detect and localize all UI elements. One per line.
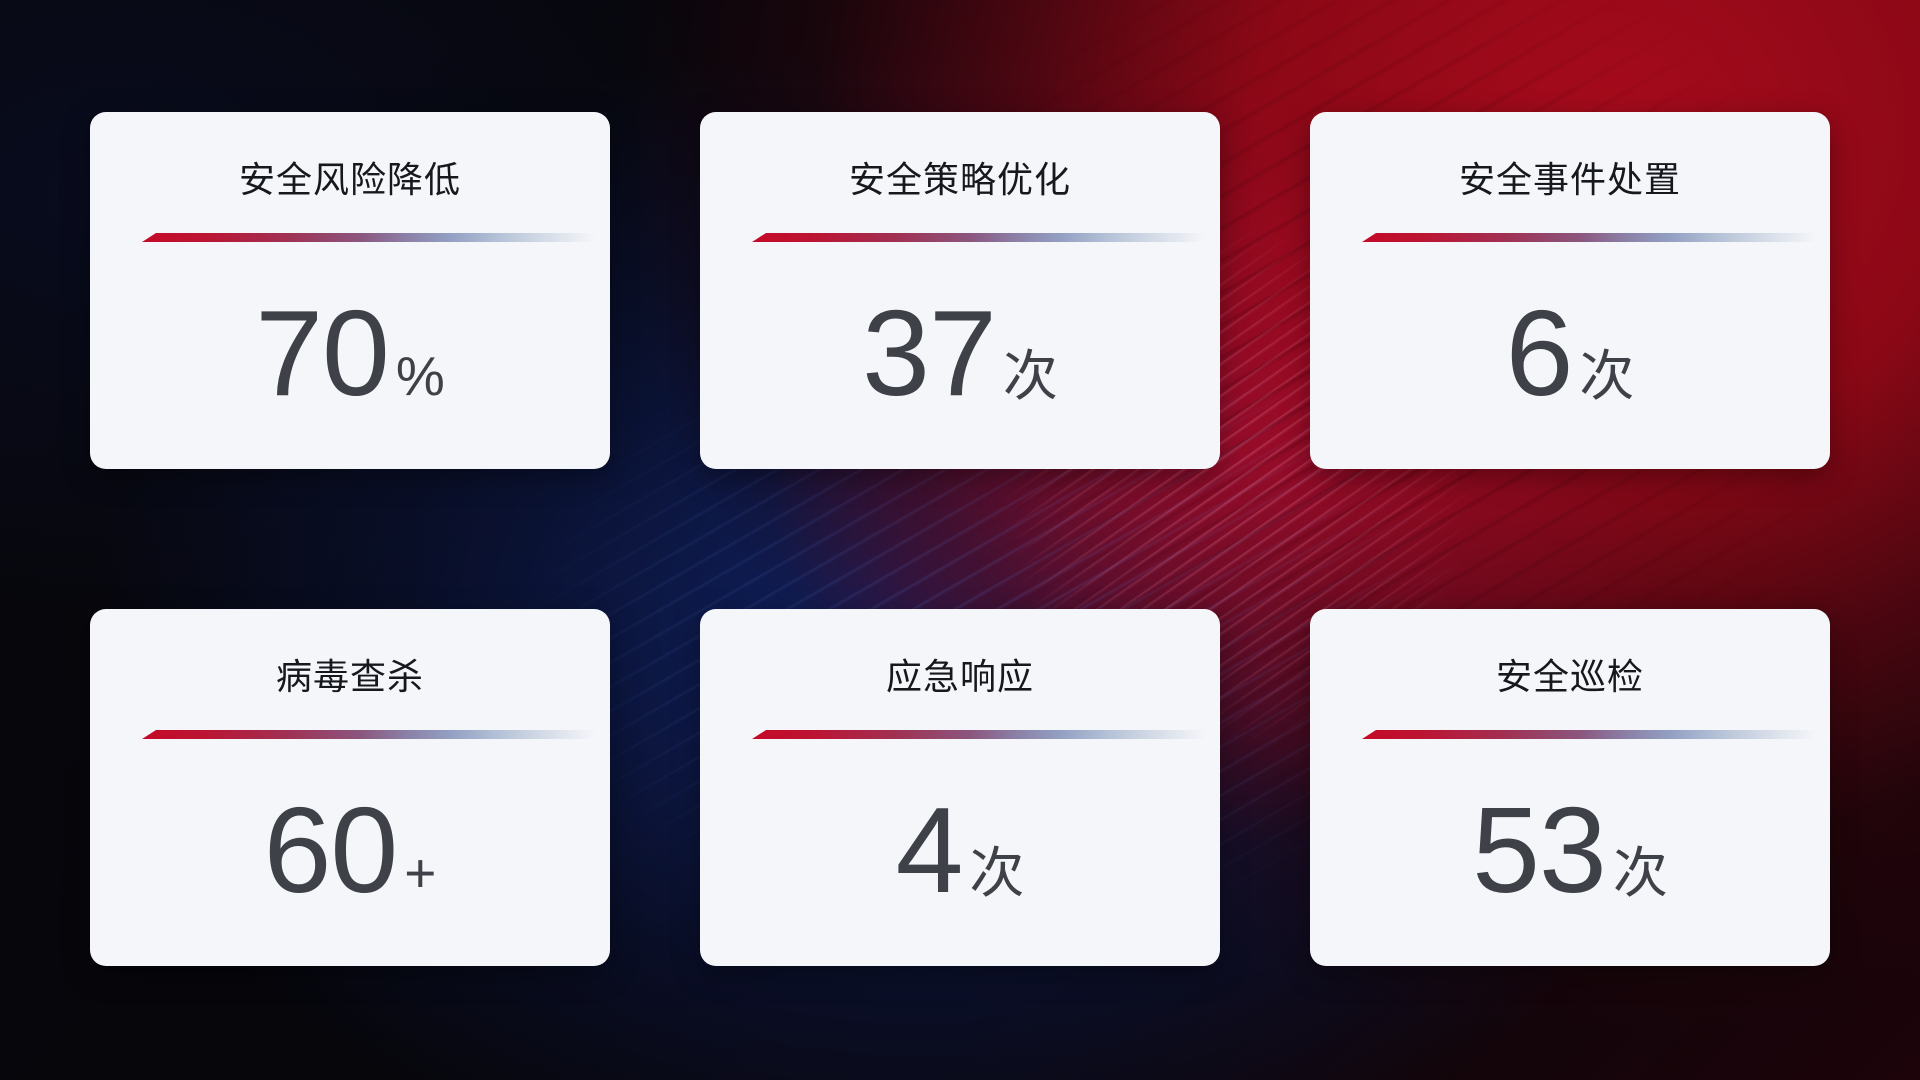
stat-value: 4 次 (700, 789, 1220, 911)
stat-value: 60 + (90, 789, 610, 911)
stat-value: 70 % (90, 292, 610, 414)
stat-value-unit: 次 (1002, 345, 1058, 407)
stat-value-number: 6 (1505, 285, 1574, 421)
stat-value-unit: % (395, 345, 445, 407)
gradient-divider (142, 233, 596, 242)
stat-card-security-incident-handling: 安全事件处置 6 次 (1310, 112, 1830, 469)
stat-value-number: 70 (255, 285, 390, 421)
gradient-divider (142, 730, 596, 739)
stat-value: 6 次 (1310, 292, 1830, 414)
stat-card-security-risk-reduction: 安全风险降低 70 % (90, 112, 610, 469)
gradient-divider (752, 730, 1206, 739)
gradient-divider (1362, 233, 1816, 242)
stat-card-title: 应急响应 (885, 656, 1034, 697)
stat-value-unit: 次 (1612, 842, 1668, 904)
stat-value-unit: 次 (969, 842, 1025, 904)
stat-value-number: 4 (895, 782, 964, 918)
stat-value-unit: 次 (1579, 345, 1635, 407)
stat-card-security-inspection: 安全巡检 53 次 (1310, 609, 1830, 966)
stat-card-title: 安全风险降低 (238, 159, 461, 200)
gradient-divider (1362, 730, 1816, 739)
stat-card-emergency-response: 应急响应 4 次 (700, 609, 1220, 966)
stat-card-security-policy-optimization: 安全策略优化 37 次 (700, 112, 1220, 469)
gradient-divider (752, 233, 1206, 242)
stat-card-title: 病毒查杀 (275, 656, 424, 697)
stat-value-number: 60 (263, 782, 399, 918)
stat-card-virus-scan: 病毒查杀 60 + (90, 609, 610, 966)
stat-value-number: 37 (862, 285, 997, 421)
stat-card-title: 安全事件处置 (1458, 159, 1681, 200)
stat-card-title: 安全巡检 (1495, 656, 1644, 697)
stat-value: 53 次 (1310, 789, 1830, 911)
stat-value: 37 次 (700, 292, 1220, 414)
stat-card-title: 安全策略优化 (848, 159, 1071, 200)
stat-value-number: 53 (1472, 782, 1607, 918)
stat-value-unit: + (404, 842, 437, 904)
